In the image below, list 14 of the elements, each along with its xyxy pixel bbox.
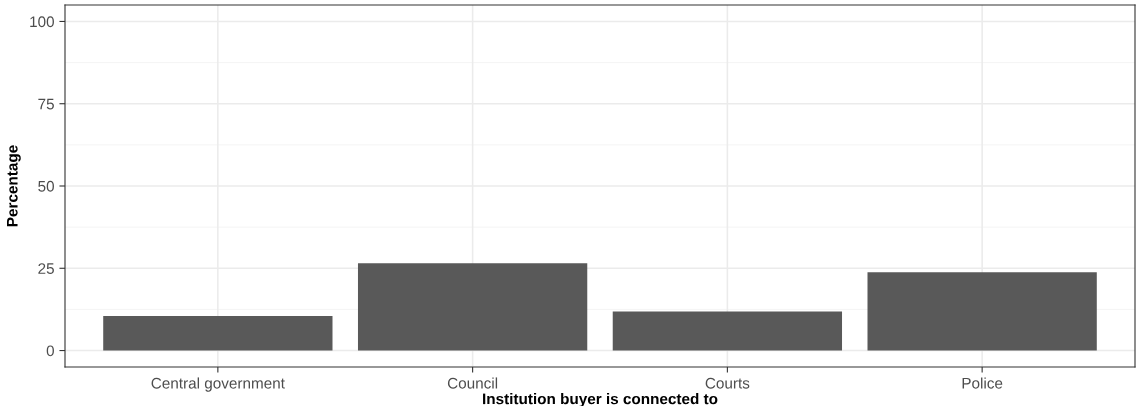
y-tick-label: 0 xyxy=(46,345,54,357)
y-tick-label: 25 xyxy=(38,263,54,274)
bar xyxy=(867,272,1097,351)
y-tick-label: 75 xyxy=(38,98,54,110)
bar xyxy=(103,315,333,351)
y-axis-title: Percentage xyxy=(7,145,21,227)
bar xyxy=(357,263,588,351)
x-tick-label: Police xyxy=(962,377,1003,389)
x-tick-label: Central government xyxy=(151,377,285,392)
y-tick-label: 50 xyxy=(38,180,54,192)
x-tick-label: Courts xyxy=(705,377,750,389)
x-tick-label: Council xyxy=(447,377,498,389)
bar xyxy=(612,311,843,351)
y-tick-label: 100 xyxy=(30,16,54,28)
